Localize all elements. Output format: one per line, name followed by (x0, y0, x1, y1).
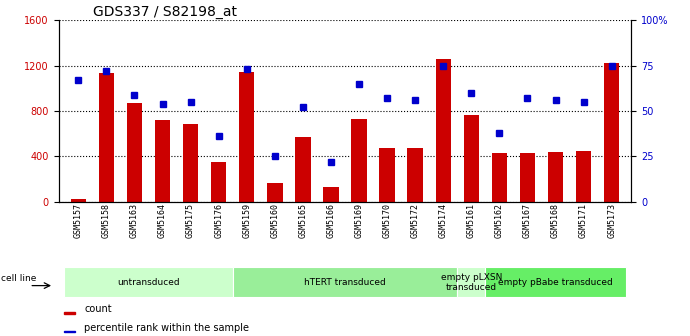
Bar (435, 59, 451, 202)
Text: count: count (84, 304, 112, 314)
Text: empty pBabe transduced: empty pBabe transduced (498, 278, 613, 287)
Text: GSM5159: GSM5159 (242, 203, 251, 238)
Bar (64, 331, 75, 332)
Text: untransduced: untransduced (117, 278, 180, 287)
Bar (211, 162, 226, 202)
Text: GSM5158: GSM5158 (102, 203, 111, 238)
Bar (155, 120, 170, 202)
Text: GSM5162: GSM5162 (495, 203, 504, 238)
Bar (351, 119, 367, 202)
Bar (70, 199, 86, 202)
Text: empty pLXSN
transduced: empty pLXSN transduced (441, 272, 502, 292)
Text: GSM5168: GSM5168 (551, 203, 560, 238)
Bar (323, 187, 339, 202)
Bar (457, 267, 485, 297)
Text: GSM5172: GSM5172 (411, 203, 420, 238)
Bar (408, 148, 423, 202)
Text: hTERT transduced: hTERT transduced (304, 278, 386, 287)
Bar (239, 72, 255, 202)
Bar (295, 137, 310, 202)
Text: GSM5160: GSM5160 (270, 203, 279, 238)
Text: GSM5167: GSM5167 (523, 203, 532, 238)
Bar (127, 103, 142, 202)
Bar (520, 153, 535, 202)
Bar (380, 148, 395, 202)
Bar (604, 63, 620, 202)
Bar (64, 267, 233, 297)
Bar (233, 267, 457, 297)
Text: GSM5157: GSM5157 (74, 203, 83, 238)
Bar (183, 125, 198, 202)
Text: GSM5164: GSM5164 (158, 203, 167, 238)
Bar (64, 312, 75, 314)
Text: GSM5165: GSM5165 (298, 203, 307, 238)
Text: GSM5161: GSM5161 (467, 203, 476, 238)
Text: GSM5169: GSM5169 (355, 203, 364, 238)
Text: GSM5170: GSM5170 (383, 203, 392, 238)
Bar (464, 116, 479, 202)
Bar (267, 183, 282, 202)
Bar (492, 153, 507, 202)
Text: GSM5175: GSM5175 (186, 203, 195, 238)
Bar (576, 151, 591, 202)
Text: GSM5174: GSM5174 (439, 203, 448, 238)
Text: percentile rank within the sample: percentile rank within the sample (84, 323, 249, 333)
Text: GSM5163: GSM5163 (130, 203, 139, 238)
Bar (548, 152, 563, 202)
Bar (485, 267, 626, 297)
Text: GSM5171: GSM5171 (579, 203, 588, 238)
Text: GDS337 / S82198_at: GDS337 / S82198_at (93, 5, 237, 19)
Text: GSM5176: GSM5176 (214, 203, 223, 238)
Bar (99, 74, 114, 202)
Text: GSM5166: GSM5166 (326, 203, 335, 238)
Text: cell line: cell line (1, 275, 37, 283)
Text: GSM5173: GSM5173 (607, 203, 616, 238)
